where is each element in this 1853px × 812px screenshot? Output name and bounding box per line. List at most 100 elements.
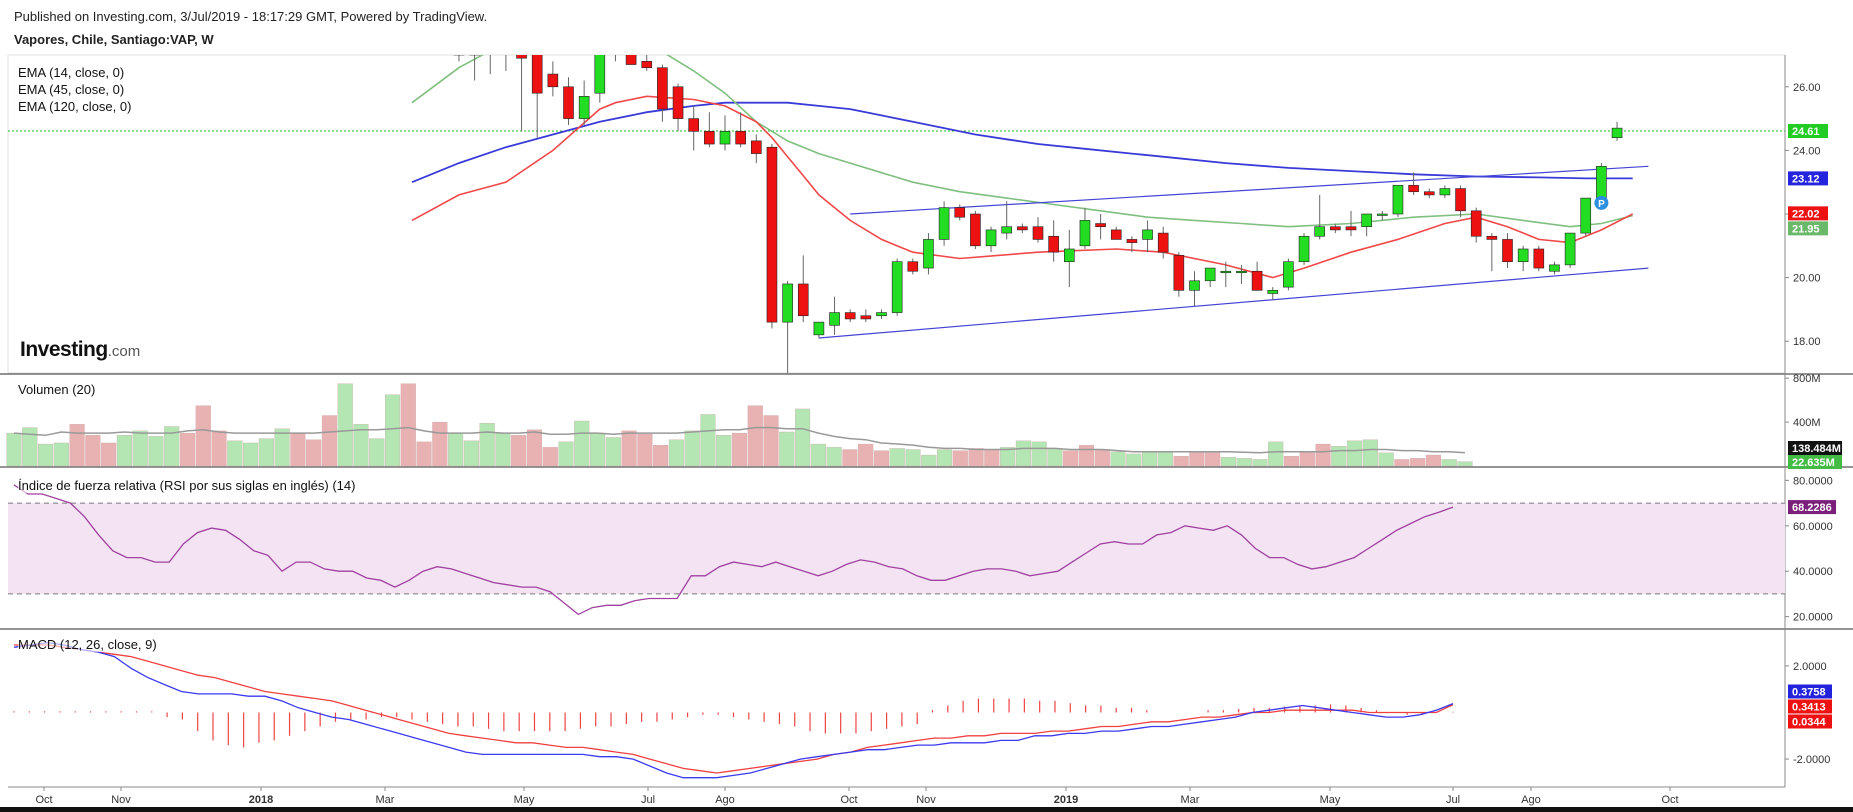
volume-bar (148, 436, 164, 467)
volume-bar (621, 430, 637, 467)
candle-body (907, 261, 919, 272)
volume-bar (1189, 451, 1205, 467)
volume-bar (1347, 440, 1363, 467)
macd-value-label: 0.0344 (1792, 716, 1827, 728)
volume-bar (1299, 451, 1315, 467)
macd-value-label-bg (1788, 684, 1832, 699)
candle-body (641, 61, 653, 69)
volume-bar (85, 435, 101, 467)
candle-body (423, 36, 433, 42)
price-value-label: 21.95 (1792, 223, 1820, 235)
candle-body (1126, 239, 1138, 243)
candle-body (1517, 248, 1529, 262)
candle-body (625, 55, 637, 65)
logo-main: Investing (20, 338, 108, 361)
volume-value-label: 22.635M (1792, 457, 1835, 469)
price-value-label: 23.12 (1792, 173, 1820, 185)
rsi-band (8, 503, 1785, 594)
volume-bar (905, 449, 921, 467)
candle-body (657, 67, 668, 110)
volume-value-label-bg (1788, 441, 1842, 455)
candle-body (938, 207, 950, 240)
macd-value-label: 0.3758 (1792, 686, 1826, 698)
volume-tick-label: 800M (1793, 373, 1821, 385)
volume-bar (463, 440, 479, 467)
volume-bar (179, 432, 196, 467)
time-tick-label: Nov (111, 794, 131, 806)
candle-body (453, 55, 465, 56)
ema14-legend: EMA (14, close, 0) (18, 65, 125, 80)
candle-body (1220, 270, 1232, 274)
candle-body (1533, 248, 1545, 269)
price-tick-label: 26.00 (1793, 82, 1821, 94)
volume-bar (1220, 457, 1236, 467)
volume-bar (558, 441, 574, 467)
macd-line (13, 641, 1454, 779)
time-tick-label: Mar (1181, 794, 1200, 806)
price-tick-label: 20.00 (1793, 273, 1821, 285)
volume-bar (795, 408, 811, 467)
volume-bar (605, 437, 621, 467)
volume-bar (1457, 461, 1473, 467)
volume-bar (1015, 440, 1031, 467)
candle-body (1486, 235, 1498, 240)
volume-bar (116, 435, 132, 467)
volume-bar (101, 442, 117, 467)
candle-body (1502, 239, 1513, 263)
rsi-value-label-bg (1788, 500, 1836, 515)
candle-body (1001, 226, 1013, 234)
rsi-tick-label: 60.0000 (1793, 521, 1833, 533)
ema120-line (411, 101, 1633, 184)
time-tick-label: Ago (715, 794, 735, 806)
volume-bar (1425, 454, 1441, 467)
channel-lower-line (818, 267, 1649, 339)
rsi-value-label: 68.2286 (1792, 502, 1832, 514)
volume-bar (132, 430, 148, 467)
time-tick-label: Mar (376, 794, 395, 806)
channel-upper-line (850, 165, 1649, 215)
candle-body (1611, 127, 1623, 138)
candle-body (672, 86, 684, 119)
candle-body (1142, 229, 1153, 240)
volume-bar (384, 394, 401, 467)
logo-suffix: .com (107, 343, 141, 360)
time-tick-label: Jul (1446, 794, 1460, 806)
volume-bar (921, 454, 937, 467)
volume-bar (369, 438, 385, 467)
volume-bar (479, 423, 495, 467)
candle-body (1064, 248, 1075, 262)
volume-bar (306, 439, 322, 467)
candle-body (891, 261, 903, 313)
volume-bar (227, 440, 243, 467)
volume-bar (337, 383, 353, 467)
candle-body (547, 73, 559, 88)
volume-bar (53, 442, 69, 467)
volume-bar (731, 432, 748, 467)
volume-bar (1362, 439, 1378, 467)
candle-body (876, 312, 887, 317)
candle-body (1423, 191, 1435, 196)
candle-body (1298, 235, 1310, 262)
volume-bar (22, 427, 38, 467)
volume-bar (258, 438, 274, 467)
macd-panel-label: MACD (12, 26, close, 9) (18, 637, 157, 652)
candle-body (1283, 261, 1294, 288)
volume-bar (290, 432, 306, 467)
volume-bar (1157, 451, 1173, 467)
candle-body (578, 96, 590, 119)
volume-bar (984, 449, 1000, 467)
candle-body (1314, 226, 1325, 237)
time-tick-label: Oct (1661, 794, 1678, 806)
investing-logo: Investing.com (20, 338, 140, 362)
candle-body (766, 146, 778, 323)
volume-bar (889, 448, 905, 467)
macd-value-label-bg (1788, 714, 1832, 729)
volume-bar (637, 434, 653, 467)
time-tick-label: 2018 (249, 794, 273, 806)
volume-bar (353, 424, 369, 467)
volume-bar (416, 441, 432, 467)
volume-bar (842, 449, 858, 467)
price-value-label-bg (1788, 171, 1828, 186)
volume-bar (1236, 458, 1252, 467)
